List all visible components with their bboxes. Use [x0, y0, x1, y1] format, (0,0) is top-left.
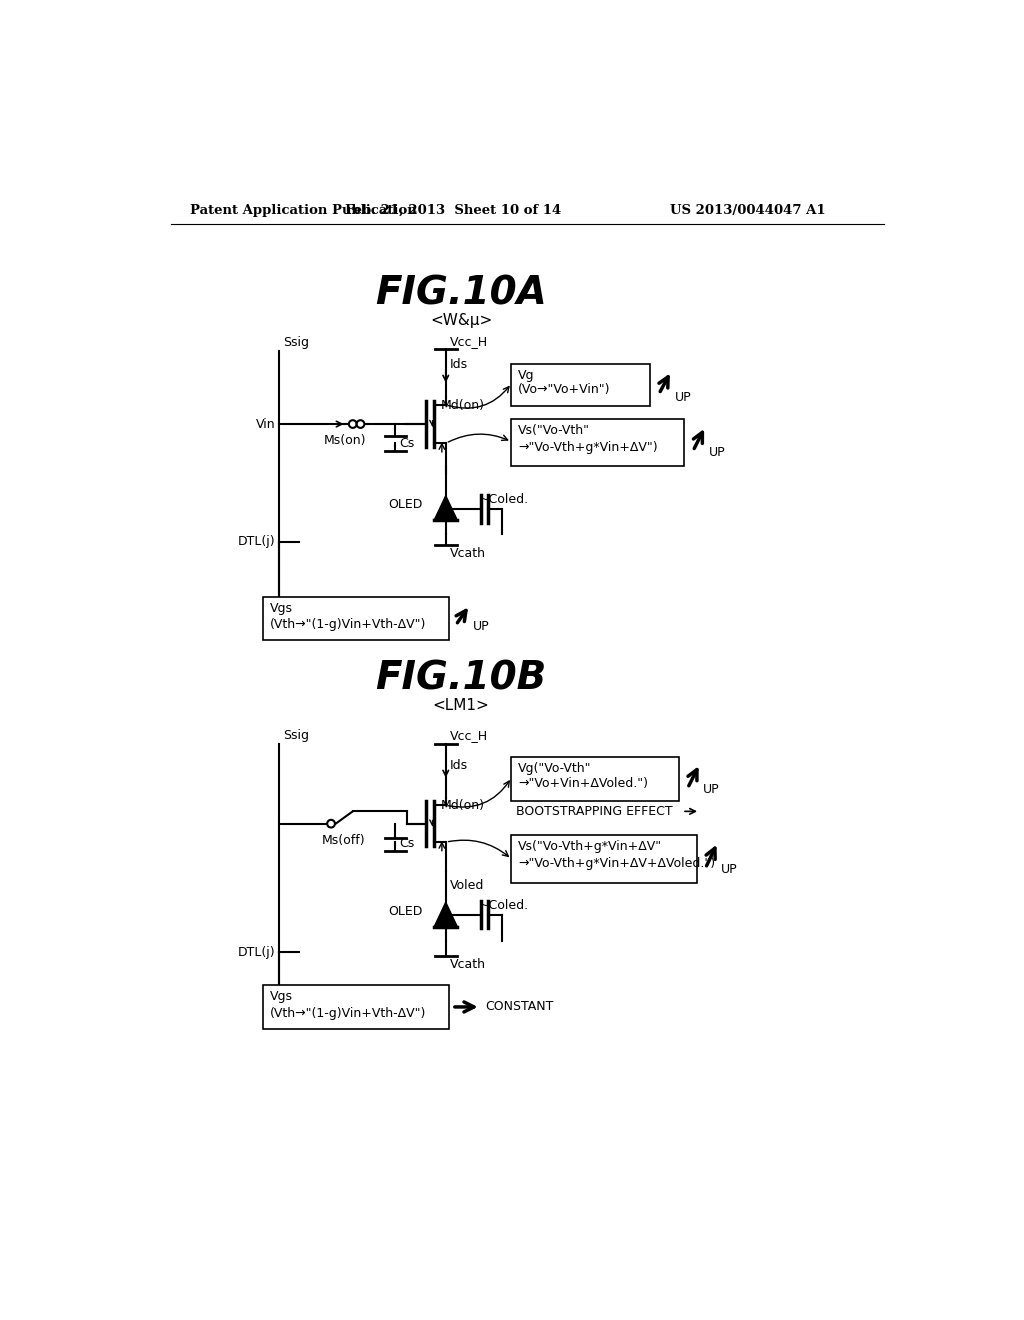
Text: Ssig: Ssig — [283, 337, 309, 350]
Text: →"Vo-Vth+g*Vin+ΔV"): →"Vo-Vth+g*Vin+ΔV") — [518, 441, 657, 454]
FancyBboxPatch shape — [263, 985, 449, 1028]
Text: UP: UP — [709, 446, 725, 459]
Text: CONSTANT: CONSTANT — [485, 1001, 554, 1014]
Text: US 2013/0044047 A1: US 2013/0044047 A1 — [671, 205, 826, 218]
Text: →"Vo+Vin+ΔVoled."): →"Vo+Vin+ΔVoled.") — [518, 777, 648, 791]
Text: UP: UP — [703, 783, 720, 796]
Text: Ssig: Ssig — [283, 729, 309, 742]
Text: Md(on): Md(on) — [440, 399, 484, 412]
Text: OLED: OLED — [388, 906, 423, 917]
Text: Ids: Ids — [450, 759, 468, 772]
Text: (Vth→"(1-g)Vin+Vth-ΔV"): (Vth→"(1-g)Vin+Vth-ΔV") — [270, 1007, 426, 1019]
Text: FIG.10A: FIG.10A — [376, 275, 547, 312]
Text: Ids: Ids — [450, 358, 468, 371]
Text: →"Vo-Vth+g*Vin+ΔV+ΔVoled."): →"Vo-Vth+g*Vin+ΔV+ΔVoled.") — [518, 857, 715, 870]
Circle shape — [328, 820, 335, 828]
Text: FIG.10B: FIG.10B — [376, 659, 547, 697]
Text: BOOTSTRAPPING EFFECT: BOOTSTRAPPING EFFECT — [515, 805, 672, 818]
Text: ~Coled.: ~Coled. — [479, 899, 529, 912]
Circle shape — [349, 420, 356, 428]
Text: <LM1>: <LM1> — [433, 697, 489, 713]
Polygon shape — [434, 903, 458, 927]
FancyBboxPatch shape — [511, 836, 697, 883]
Circle shape — [356, 420, 365, 428]
Text: Patent Application Publication: Patent Application Publication — [190, 205, 417, 218]
Text: Ms(on): Ms(on) — [324, 434, 367, 447]
Text: UP: UP — [675, 391, 691, 404]
Text: DTL(j): DTL(j) — [238, 536, 275, 548]
Text: OLED: OLED — [388, 499, 423, 511]
Text: Vs("Vo-Vth+g*Vin+ΔV": Vs("Vo-Vth+g*Vin+ΔV" — [518, 841, 662, 853]
Text: Vcath: Vcath — [450, 958, 485, 972]
Text: Voled: Voled — [450, 879, 484, 892]
FancyBboxPatch shape — [511, 420, 684, 466]
Text: Vcath: Vcath — [450, 548, 485, 560]
Text: Ms(off): Ms(off) — [322, 834, 366, 847]
Text: DTL(j): DTL(j) — [238, 945, 275, 958]
Text: UP: UP — [473, 620, 489, 634]
Text: Feb. 21, 2013  Sheet 10 of 14: Feb. 21, 2013 Sheet 10 of 14 — [345, 205, 561, 218]
Text: Vgs: Vgs — [270, 602, 293, 615]
Text: Vg: Vg — [518, 370, 535, 381]
Text: Vg("Vo-Vth": Vg("Vo-Vth" — [518, 762, 591, 775]
Text: Cs: Cs — [399, 437, 415, 450]
Text: (Vo→"Vo+Vin"): (Vo→"Vo+Vin") — [518, 383, 610, 396]
Text: Md(on): Md(on) — [440, 799, 484, 812]
Text: Vcc_H: Vcc_H — [450, 335, 487, 348]
Text: <W&μ>: <W&μ> — [430, 313, 493, 327]
FancyBboxPatch shape — [511, 364, 650, 405]
Text: (Vth→"(1-g)Vin+Vth-ΔV"): (Vth→"(1-g)Vin+Vth-ΔV") — [270, 618, 426, 631]
Text: Vcc_H: Vcc_H — [450, 729, 487, 742]
Text: Vs("Vo-Vth": Vs("Vo-Vth" — [518, 425, 590, 437]
FancyBboxPatch shape — [511, 756, 679, 801]
Text: UP: UP — [721, 863, 737, 876]
Polygon shape — [434, 496, 458, 520]
Text: Vin: Vin — [256, 417, 275, 430]
FancyBboxPatch shape — [263, 597, 449, 640]
Text: ~Coled.: ~Coled. — [479, 494, 529, 507]
Text: Vgs: Vgs — [270, 990, 293, 1003]
Text: Cs: Cs — [399, 837, 415, 850]
